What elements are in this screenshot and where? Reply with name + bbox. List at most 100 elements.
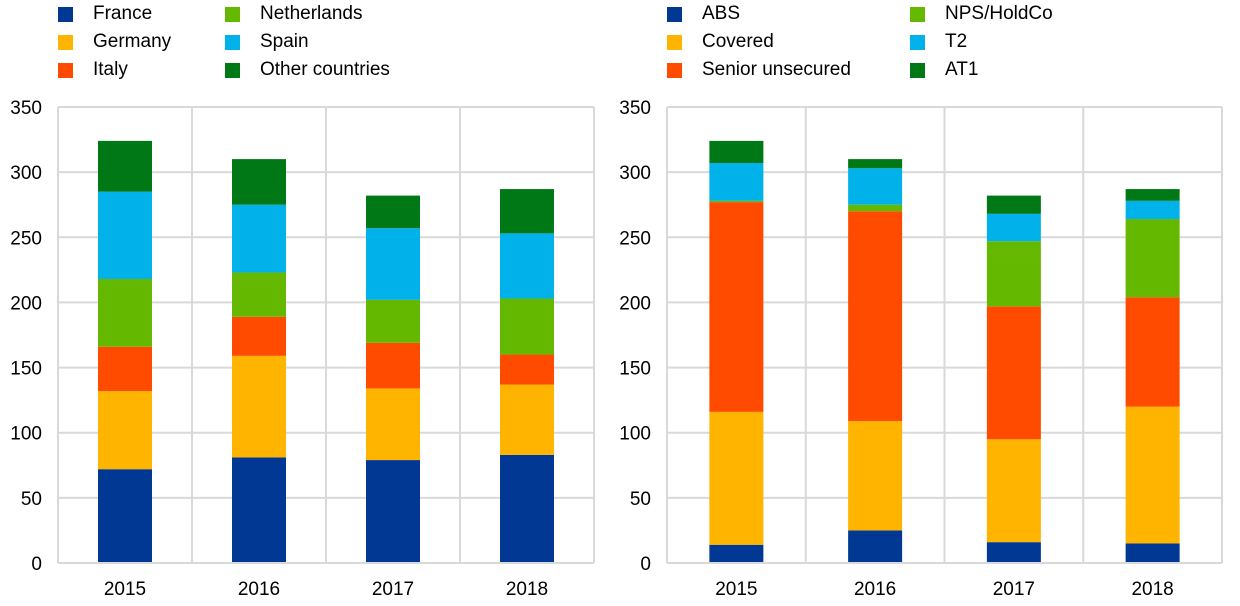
bar-italy-2018 (500, 354, 554, 385)
bar-senior-unsecured-2015 (709, 202, 764, 412)
legend-label: Netherlands (260, 3, 363, 24)
y-tick-label: 200 (10, 293, 42, 314)
x-tick-label: 2018 (1131, 579, 1173, 600)
legend-swatch (58, 62, 73, 78)
legend-item-covered: Covered (667, 30, 774, 54)
legend-label: ABS (702, 3, 741, 24)
y-tick-label: 250 (10, 228, 42, 249)
bar-france-2016 (232, 457, 286, 563)
legend-label: T2 (945, 31, 968, 52)
bar-germany-2016 (232, 355, 286, 458)
bar-other-countries-2016 (232, 159, 286, 205)
y-tick-label: 350 (10, 98, 42, 119)
legend-label: Germany (93, 31, 172, 52)
legend-swatch (667, 34, 682, 50)
legend-swatch (910, 62, 925, 78)
legend-item-senior-unsecured: Senior unsecured (667, 58, 851, 82)
chart-by-instrument: 0 50 100 150 200 250 300 350 2015 2016 2017 2018 (619, 98, 1223, 600)
y-tick-label: 300 (10, 163, 42, 184)
legend-item-netherlands: Netherlands (225, 2, 362, 26)
bar-france-2018 (500, 454, 554, 563)
bar-at1-2015 (709, 140, 764, 164)
x-tick-label: 2017 (372, 579, 414, 600)
y-tick-label: 50 (21, 489, 42, 510)
bar-senior-unsecured-2016 (848, 211, 903, 421)
y-tick-label: 0 (31, 554, 42, 575)
legend-swatch (225, 62, 240, 78)
legend-item-germany: Germany (58, 30, 171, 54)
bar-at1-2016 (848, 159, 903, 169)
legend-item-at1: AT1 (910, 58, 978, 82)
bar-spain-2017 (366, 228, 420, 300)
legend-swatch (58, 34, 73, 50)
bar-senior-unsecured-2017 (986, 306, 1041, 440)
y-tick-label: 50 (630, 489, 651, 510)
x-tick-label: 2015 (104, 579, 146, 600)
bar-other-countries-2018 (500, 189, 554, 234)
legend-swatch (910, 34, 925, 50)
y-tick-label: 150 (10, 359, 42, 380)
bar-netherlands-2018 (500, 298, 554, 355)
y-tick-label: 150 (619, 359, 651, 380)
bar-other-countries-2015 (98, 140, 152, 192)
legend-item-france: France (58, 2, 152, 26)
x-tick-label: 2015 (715, 579, 757, 600)
bar-covered-2018 (1125, 406, 1180, 544)
bar-t2-2018 (1125, 200, 1180, 220)
legend-label: Spain (260, 31, 309, 52)
x-tick-label: 2017 (993, 579, 1035, 600)
chart-by-country: 0 50 100 150 200 250 300 350 2015 2016 2017 2018 (10, 98, 595, 600)
bar-nps-holdco-2015 (709, 200, 764, 203)
legend-item-spain: Spain (225, 30, 309, 54)
bar-netherlands-2017 (366, 299, 420, 343)
legend-label: Senior unsecured (702, 59, 851, 80)
bar-netherlands-2015 (98, 278, 152, 347)
bar-nps-holdco-2018 (1125, 219, 1180, 298)
bar-spain-2015 (98, 191, 152, 279)
legend-swatch (58, 6, 73, 22)
x-tick-label: 2016 (854, 579, 896, 600)
bar-nps-holdco-2016 (848, 204, 903, 212)
bar-at1-2018 (1125, 189, 1180, 201)
y-tick-label: 350 (619, 98, 651, 119)
bar-covered-2017 (986, 439, 1041, 543)
bar-germany-2017 (366, 388, 420, 461)
legend-swatch (910, 6, 925, 22)
legend-swatch (225, 6, 240, 22)
bar-spain-2016 (232, 204, 286, 273)
y-tick-label: 100 (10, 424, 42, 445)
y-tick-label: 250 (619, 228, 651, 249)
bar-at1-2017 (986, 195, 1041, 214)
bar-t2-2015 (709, 163, 764, 201)
legend-label: Italy (93, 59, 128, 80)
bar-other-countries-2017 (366, 195, 420, 229)
legend-label: Covered (702, 31, 774, 52)
legend-item-other-countries: Other countries (225, 58, 390, 82)
bar-spain-2018 (500, 233, 554, 299)
bar-germany-2018 (500, 384, 554, 455)
bar-abs-2015 (709, 544, 764, 563)
bar-senior-unsecured-2018 (1125, 297, 1180, 407)
legend-label: AT1 (945, 59, 979, 80)
bar-abs-2017 (986, 542, 1041, 563)
legend-item-italy: Italy (58, 58, 128, 82)
bar-covered-2016 (848, 420, 903, 531)
y-tick-label: 100 (619, 424, 651, 445)
y-tick-label: 0 (640, 554, 651, 575)
bar-france-2015 (98, 469, 152, 563)
bar-abs-2018 (1125, 543, 1180, 563)
legend-item-abs: ABS (667, 2, 740, 26)
bar-germany-2015 (98, 391, 152, 470)
x-tick-label: 2018 (506, 579, 548, 600)
bar-covered-2015 (709, 411, 764, 545)
legend-label: Other countries (260, 59, 390, 80)
bar-t2-2017 (986, 213, 1041, 242)
legend-item-nps-holdco: NPS/HoldCo (910, 2, 1053, 26)
legend-item-t2: T2 (910, 30, 967, 54)
bar-abs-2016 (848, 530, 903, 563)
legend-swatch (667, 6, 682, 22)
bar-netherlands-2016 (232, 272, 286, 317)
bar-italy-2015 (98, 346, 152, 392)
bar-italy-2016 (232, 316, 286, 356)
